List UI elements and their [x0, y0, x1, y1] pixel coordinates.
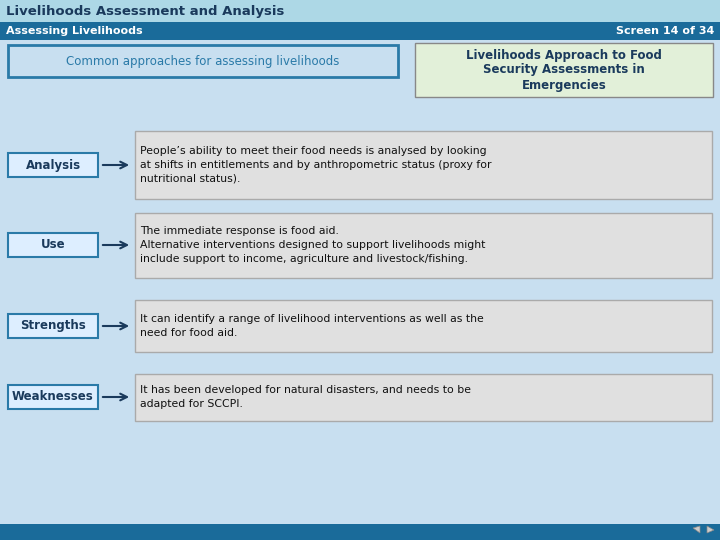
Text: Livelihoods Approach to Food
Security Assessments in
Emergencies: Livelihoods Approach to Food Security As…	[466, 49, 662, 91]
FancyBboxPatch shape	[135, 213, 712, 278]
FancyBboxPatch shape	[415, 43, 713, 97]
Text: It has been developed for natural disasters, and needs to be
adapted for SCCPI.: It has been developed for natural disast…	[140, 385, 471, 409]
FancyBboxPatch shape	[135, 131, 712, 199]
Polygon shape	[693, 526, 700, 533]
Text: Analysis: Analysis	[25, 159, 81, 172]
Text: Strengths: Strengths	[20, 320, 86, 333]
Text: Livelihoods Assessment and Analysis: Livelihoods Assessment and Analysis	[6, 4, 284, 17]
FancyBboxPatch shape	[8, 385, 98, 409]
FancyBboxPatch shape	[135, 300, 712, 352]
FancyBboxPatch shape	[135, 374, 712, 421]
FancyBboxPatch shape	[8, 233, 98, 257]
FancyBboxPatch shape	[0, 22, 720, 40]
Text: Assessing Livelihoods: Assessing Livelihoods	[6, 26, 143, 36]
FancyBboxPatch shape	[8, 45, 398, 77]
Text: Weaknesses: Weaknesses	[12, 390, 94, 403]
FancyBboxPatch shape	[0, 0, 720, 22]
Text: People’s ability to meet their food needs is analysed by looking
at shifts in en: People’s ability to meet their food need…	[140, 146, 492, 184]
Text: Common approaches for assessing livelihoods: Common approaches for assessing liveliho…	[66, 55, 340, 68]
Text: Screen 14 of 34: Screen 14 of 34	[616, 26, 714, 36]
Text: Use: Use	[41, 239, 66, 252]
FancyBboxPatch shape	[8, 314, 98, 338]
Text: The immediate response is food aid.
Alternative interventions designed to suppor: The immediate response is food aid. Alte…	[140, 226, 485, 264]
Text: It can identify a range of livelihood interventions as well as the
need for food: It can identify a range of livelihood in…	[140, 314, 484, 338]
Polygon shape	[707, 526, 714, 533]
FancyBboxPatch shape	[8, 153, 98, 177]
FancyBboxPatch shape	[0, 524, 720, 540]
